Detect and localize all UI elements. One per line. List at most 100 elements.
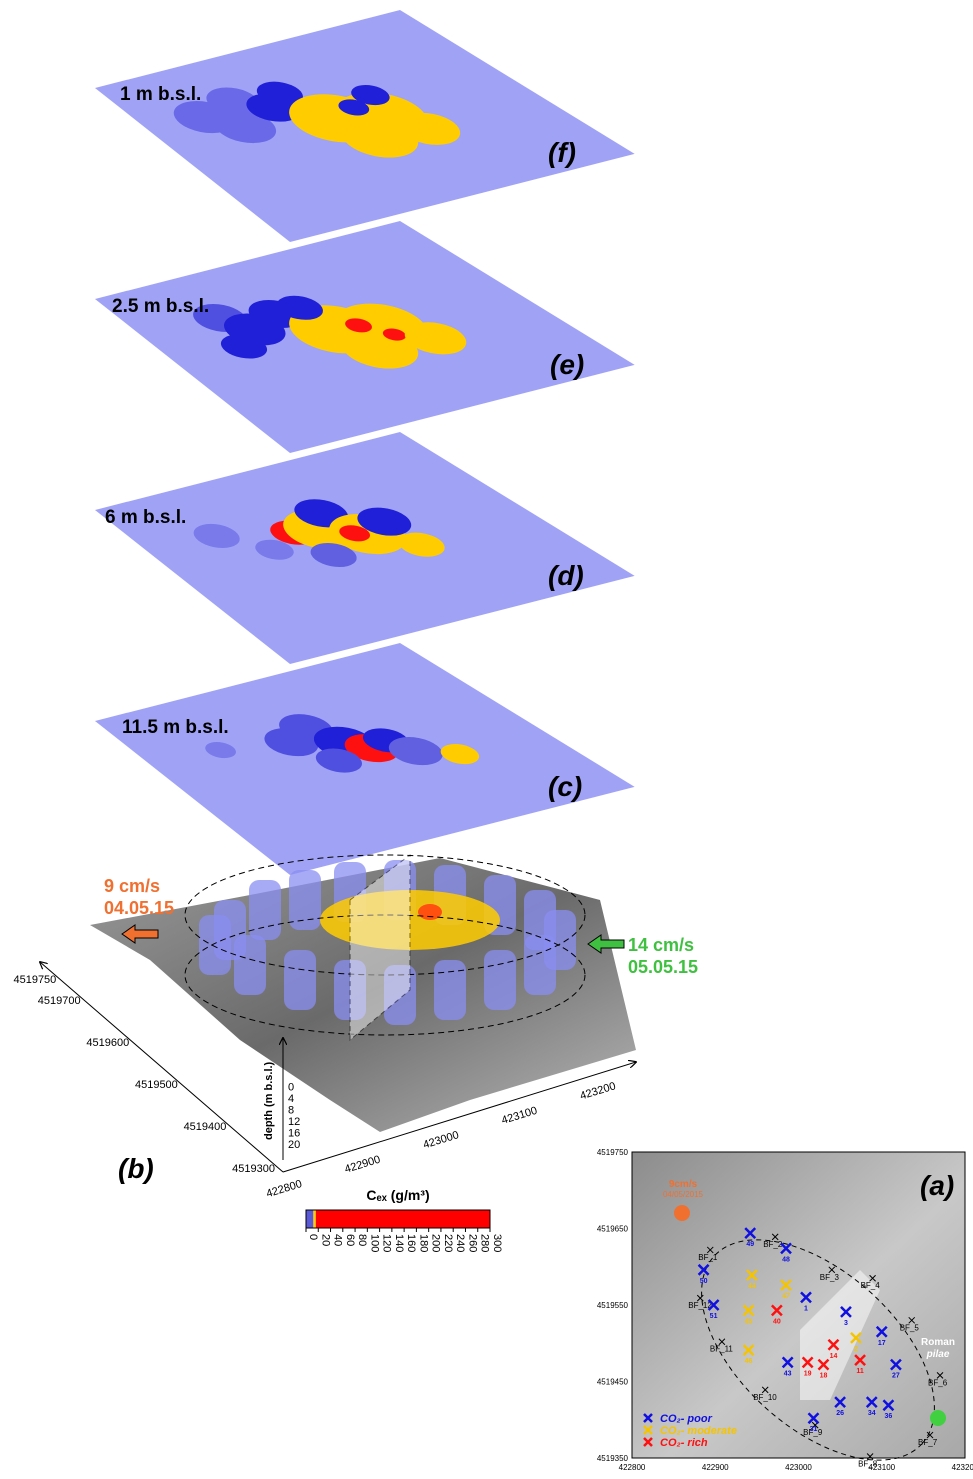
map-y-tick: 4519350 xyxy=(597,1454,629,1463)
depth-tick: 12 xyxy=(288,1116,300,1128)
colorbar-label: 240 xyxy=(454,1234,466,1252)
borehole-label: BF_11 xyxy=(710,1345,734,1354)
depth-label: depth (m b.s.l.) xyxy=(263,1061,275,1140)
legend-label: CO₂- moderate xyxy=(660,1425,737,1437)
well-label: 18 xyxy=(820,1373,828,1380)
well-label: 51 xyxy=(710,1313,718,1320)
well-label: 11 xyxy=(856,1368,864,1375)
slice xyxy=(95,211,635,453)
well-label: 19 xyxy=(804,1370,812,1377)
borehole-label: BF_8 xyxy=(858,1459,878,1468)
slice xyxy=(95,633,635,875)
well-label: 17 xyxy=(878,1340,886,1347)
well-label: 26 xyxy=(836,1410,844,1417)
column xyxy=(249,880,281,940)
well-label: 49 xyxy=(746,1241,754,1248)
colorbar-label: 0 xyxy=(307,1234,319,1240)
borehole-label: BF_3 xyxy=(820,1273,840,1282)
colorbar-label: 200 xyxy=(430,1234,442,1252)
map-y-tick: 4519550 xyxy=(597,1301,629,1310)
colorbar-label: 280 xyxy=(479,1234,491,1252)
site-label: Roman xyxy=(921,1337,955,1348)
borehole-label: BF_7 xyxy=(918,1438,938,1447)
well-label: 31 xyxy=(810,1426,818,1433)
well-label: 44 xyxy=(748,1283,756,1290)
colorbar-class xyxy=(306,1210,313,1228)
borehole-label: BF_6 xyxy=(928,1378,948,1387)
legend-label: CO₂- poor xyxy=(660,1413,713,1425)
colorbar-label: 180 xyxy=(417,1234,429,1252)
map-flow: 9cm/s xyxy=(669,1179,698,1190)
slice xyxy=(95,0,635,242)
slice-panel: (c) xyxy=(548,771,582,802)
column xyxy=(284,950,316,1010)
map-x-tick: 422900 xyxy=(702,1463,729,1472)
well-label: 43 xyxy=(784,1370,792,1377)
flow-marker xyxy=(930,1410,946,1426)
well-label: 45 xyxy=(745,1318,753,1325)
borehole-label: BF_2 xyxy=(763,1240,783,1249)
column xyxy=(434,960,466,1020)
map-y-tick: 4519750 xyxy=(597,1148,629,1157)
colorbar-class xyxy=(313,1210,315,1228)
colorbar-label: 100 xyxy=(368,1234,380,1252)
colorbar-label: 160 xyxy=(405,1234,417,1252)
colorbar-label: 40 xyxy=(332,1234,344,1246)
flow-speed: 14 cm/s xyxy=(628,935,694,955)
column xyxy=(234,935,266,995)
column xyxy=(199,915,231,975)
column xyxy=(484,950,516,1010)
well-label: 48 xyxy=(782,1256,790,1263)
northing-tick: 4519300 xyxy=(232,1163,275,1175)
northing-tick: 4519600 xyxy=(86,1037,129,1049)
depth-tick: 16 xyxy=(288,1128,300,1140)
colorbar-label: 60 xyxy=(344,1234,356,1246)
colorbar-label: 300 xyxy=(491,1234,503,1252)
map-y-tick: 4519650 xyxy=(597,1225,629,1234)
colorbar-label: 140 xyxy=(393,1234,405,1252)
depth-tick: 4 xyxy=(288,1093,294,1105)
slice-panel: (f) xyxy=(548,137,576,168)
easting-tick: 422800 xyxy=(265,1178,304,1200)
northing-tick: 4519700 xyxy=(38,995,81,1007)
colorbar-label: 20 xyxy=(319,1234,331,1246)
flow-speed: 9 cm/s xyxy=(104,876,160,896)
borehole-label: BF_10 xyxy=(753,1393,777,1402)
borehole-label: BF_4 xyxy=(861,1281,881,1290)
map-flow: 04/05/2015 xyxy=(663,1190,704,1199)
easting-tick: 422900 xyxy=(343,1154,382,1176)
slice-panel: (d) xyxy=(548,560,584,591)
site-label: pilae xyxy=(926,1349,950,1360)
figure: 1 m b.s.l.(f)2.5 m b.s.l.(e)6 m b.s.l.(d… xyxy=(0,0,973,1474)
well-label: 14 xyxy=(830,1353,838,1360)
borehole-label: BF_1 xyxy=(698,1253,718,1262)
colorbar-class xyxy=(316,1210,490,1228)
slice xyxy=(95,422,635,664)
page: { "slices": [ {"depth": "1 m b.s.l.", "p… xyxy=(0,0,973,1479)
colorbar-label: 220 xyxy=(442,1234,454,1252)
colorbar-label: 80 xyxy=(356,1234,368,1246)
slice-depth: 6 m b.s.l. xyxy=(105,507,186,528)
column xyxy=(524,935,556,995)
well-label: 47 xyxy=(782,1293,790,1300)
easting-tick: 423000 xyxy=(422,1129,461,1151)
well-label: 40 xyxy=(773,1318,781,1325)
easting-tick: 423200 xyxy=(579,1080,618,1102)
northing-tick: 4519750 xyxy=(13,974,56,986)
column xyxy=(289,870,321,930)
depth-tick: 20 xyxy=(288,1139,300,1151)
slice-panel: (e) xyxy=(550,349,584,380)
well-label: 46 xyxy=(745,1358,753,1365)
colorbar-label: 120 xyxy=(381,1234,393,1252)
northing-tick: 4519400 xyxy=(184,1121,227,1133)
well-label: 2 xyxy=(854,1346,858,1353)
well-label: 36 xyxy=(885,1413,893,1420)
map-x-tick: 423200 xyxy=(952,1463,973,1472)
well-label: 50 xyxy=(700,1278,708,1285)
depth-tick: 8 xyxy=(288,1105,294,1117)
flow-date: 05.05.15 xyxy=(628,957,698,977)
map-panel: (a) xyxy=(920,1170,954,1201)
slice-depth: 1 m b.s.l. xyxy=(120,84,201,105)
map-x-tick: 422800 xyxy=(619,1463,646,1472)
map-y-tick: 4519450 xyxy=(597,1378,629,1387)
